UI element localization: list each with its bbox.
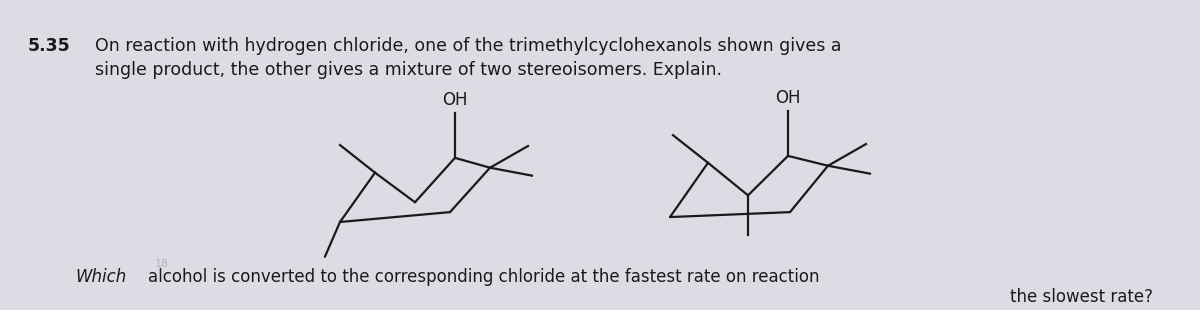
Text: 18: 18 [155, 259, 169, 269]
Text: OH: OH [443, 91, 468, 108]
Text: the slowest rate?: the slowest rate? [1010, 288, 1153, 306]
Text: 5.35: 5.35 [28, 38, 71, 55]
Text: Which: Which [74, 268, 126, 286]
Text: alcohol is converted to the corresponding chloride at the fastest rate on reacti: alcohol is converted to the correspondin… [148, 268, 820, 286]
Text: OH: OH [775, 89, 800, 107]
Text: On reaction with hydrogen chloride, one of the trimethylcyclohexanols shown give: On reaction with hydrogen chloride, one … [95, 38, 841, 55]
Text: single product, the other gives a mixture of two stereoisomers. Explain.: single product, the other gives a mixtur… [95, 61, 722, 79]
